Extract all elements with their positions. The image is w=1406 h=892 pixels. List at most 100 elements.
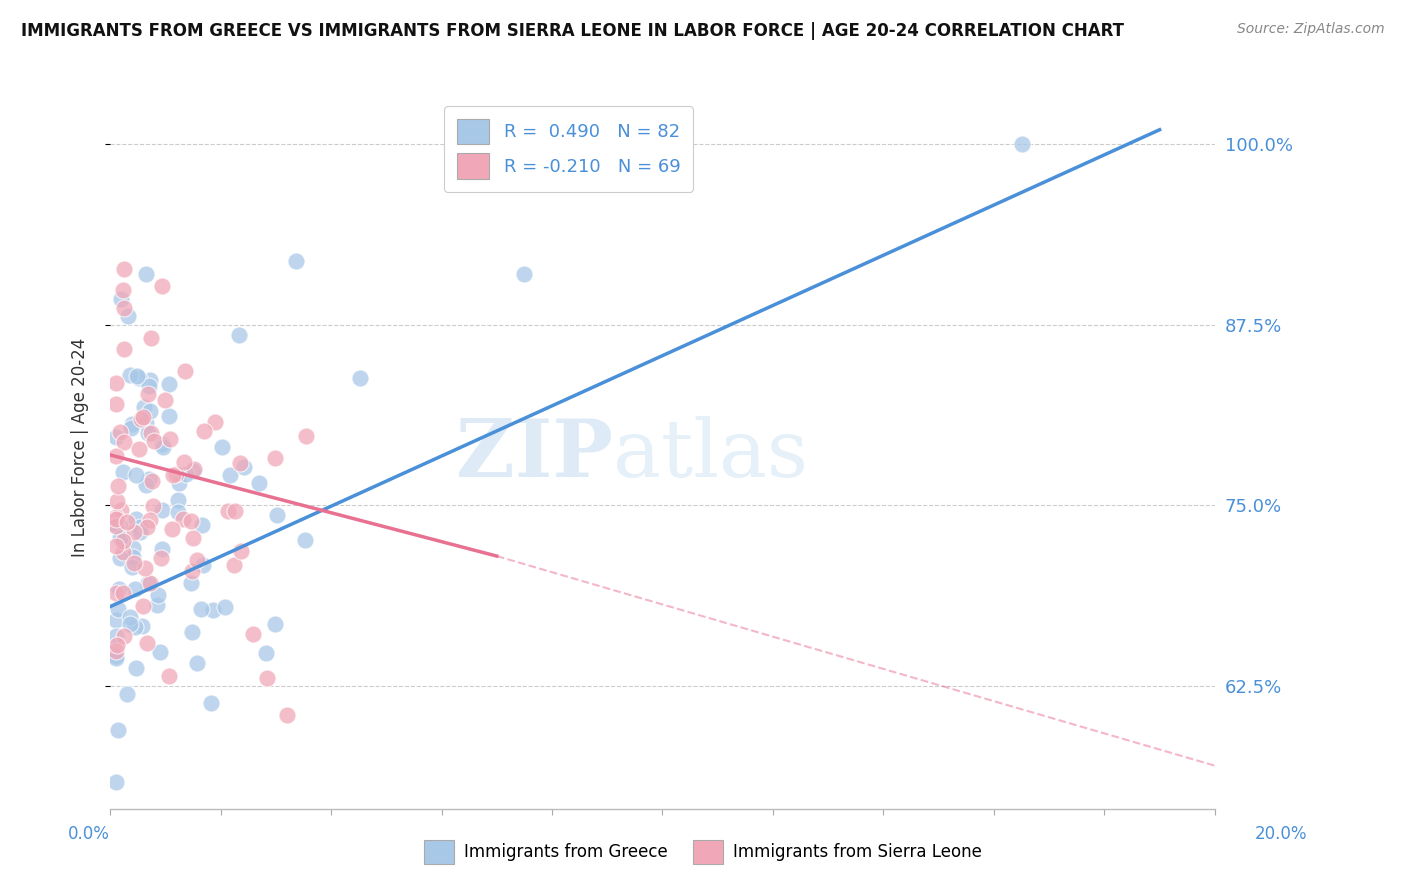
Point: [214, 599, 236, 614]
Point: [217, 504, 239, 518]
Point: [104, 518, 127, 533]
Point: [112, 629, 135, 643]
Point: [112, 434, 135, 449]
Point: [295, 429, 318, 443]
Point: [266, 508, 288, 522]
Point: [104, 629, 127, 643]
Point: [167, 475, 190, 490]
Point: [104, 644, 127, 658]
Point: [190, 602, 212, 616]
Point: [173, 363, 195, 377]
Point: [138, 472, 160, 486]
Point: [148, 645, 170, 659]
Point: [139, 513, 162, 527]
Point: [152, 441, 174, 455]
Point: [150, 542, 173, 557]
Point: [157, 377, 180, 392]
Point: [125, 369, 148, 384]
Point: [142, 499, 165, 513]
Point: [176, 467, 198, 482]
Point: [120, 420, 142, 434]
Point: [204, 415, 226, 429]
Point: [122, 541, 145, 555]
Point: [150, 503, 173, 517]
Point: [139, 425, 162, 440]
Point: [200, 697, 222, 711]
Point: [146, 599, 169, 613]
Point: [183, 464, 205, 478]
Point: [191, 558, 214, 573]
Point: [104, 651, 127, 665]
Point: [157, 669, 180, 683]
Point: [141, 475, 163, 489]
Point: [256, 671, 278, 685]
Point: [104, 519, 127, 533]
Point: [122, 549, 145, 564]
Point: [112, 301, 135, 315]
Point: [349, 371, 371, 385]
Point: [108, 519, 131, 533]
Point: [172, 511, 194, 525]
Point: [132, 409, 155, 424]
Point: [118, 617, 141, 632]
Point: [107, 723, 129, 737]
Point: [1011, 137, 1033, 152]
Point: [157, 409, 180, 423]
Point: [104, 397, 127, 411]
Point: [135, 520, 157, 534]
Legend: R =  0.490   N = 82, R = -0.210   N = 69: R = 0.490 N = 82, R = -0.210 N = 69: [444, 106, 693, 192]
Point: [139, 373, 162, 387]
Point: [264, 451, 287, 466]
Point: [285, 254, 308, 268]
Point: [111, 545, 134, 559]
Point: [159, 432, 181, 446]
Point: [135, 416, 157, 430]
Text: Source: ZipAtlas.com: Source: ZipAtlas.com: [1237, 22, 1385, 37]
Point: [134, 561, 156, 575]
Point: [128, 442, 150, 457]
Text: 20.0%: 20.0%: [1256, 825, 1308, 843]
Point: [121, 417, 143, 432]
Point: [183, 461, 205, 475]
Point: [180, 575, 202, 590]
Point: [162, 467, 184, 482]
Point: [173, 455, 195, 469]
Point: [108, 425, 131, 440]
Point: [110, 292, 132, 306]
Point: [136, 387, 159, 401]
Point: [108, 532, 131, 546]
Y-axis label: In Labor Force | Age 20-24: In Labor Force | Age 20-24: [72, 338, 89, 558]
Point: [132, 599, 155, 614]
Point: [118, 609, 141, 624]
Point: [231, 544, 253, 558]
Point: [105, 638, 128, 652]
Point: [110, 550, 132, 565]
Point: [181, 625, 204, 640]
Point: [247, 475, 270, 490]
Point: [183, 531, 205, 545]
Point: [122, 524, 145, 539]
Point: [162, 522, 184, 536]
Point: [104, 376, 127, 391]
Point: [128, 371, 150, 385]
Point: [124, 661, 146, 675]
Point: [111, 534, 134, 549]
Point: [105, 613, 128, 627]
Point: [108, 582, 131, 596]
Point: [153, 393, 176, 408]
Point: [294, 533, 316, 547]
Point: [122, 556, 145, 570]
Point: [104, 649, 127, 664]
Point: [112, 343, 135, 357]
Point: [104, 512, 127, 526]
Point: [254, 646, 277, 660]
Point: [131, 618, 153, 632]
Point: [136, 425, 159, 440]
Point: [104, 775, 127, 789]
Point: [167, 492, 190, 507]
Point: [111, 530, 134, 544]
Point: [129, 412, 152, 426]
Point: [146, 588, 169, 602]
Text: atlas: atlas: [613, 416, 808, 494]
Point: [191, 517, 214, 532]
